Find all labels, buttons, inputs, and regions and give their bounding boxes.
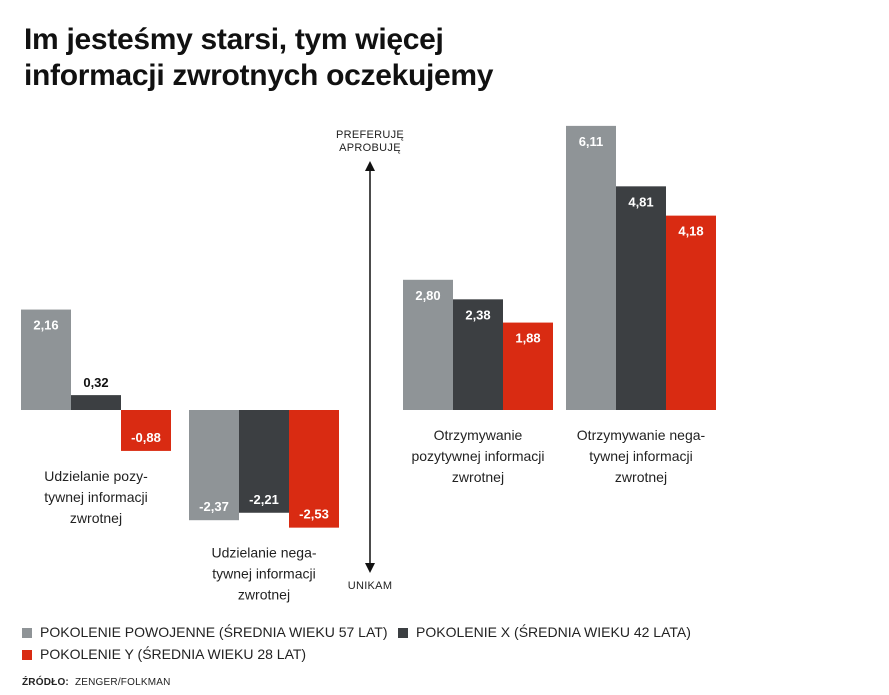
category-label-2-line-2: zwrotnej: [452, 469, 504, 485]
bar-c2-s1: [453, 299, 503, 410]
chart-title: Im jesteśmy starsi, tym więcej informacj…: [24, 22, 493, 94]
legend-item-0: POKOLENIE POWOJENNE (ŚREDNIA WIEKU 57 LA…: [22, 624, 387, 640]
category-labels-group: Udzielanie pozy-tywnej informacji zwrotne…: [44, 427, 705, 603]
bar-c0-s2: [121, 410, 171, 451]
bars-group: 2,16 0,32 -0,88 -2,37 -2,21 -2,53 2,80 2,38 1,88…: [21, 125, 716, 528]
value-label-c3-s1: 4,81: [628, 194, 653, 209]
value-label-c0-s1: 0,32: [83, 375, 108, 390]
bar-c1-s2: [289, 410, 339, 528]
legend-item-2: POKOLENIE Y (ŚREDNIA WIEKU 28 LAT): [22, 646, 306, 662]
category-label-3-line-0: Otrzymywanie nega-: [577, 427, 706, 443]
bar-c3-s2: [666, 215, 716, 410]
category-label-0-line-1: tywnej informacji: [44, 489, 147, 505]
legend-swatch-1: [398, 628, 408, 638]
axis-arrow-up-icon: [365, 161, 375, 171]
axis-bottom-label: UNIKAM: [348, 580, 393, 592]
value-label-c1-s2: -2,53: [299, 507, 329, 522]
title-line-2: informacji zwrotnych oczekujemy: [24, 59, 494, 92]
bar-c1-s1: [239, 410, 289, 513]
value-label-c3-s0: 6,11: [579, 134, 604, 149]
category-label-0-line-0: Udzielanie pozy-: [44, 468, 148, 484]
legend-label-1: POKOLENIE X (ŚREDNIA WIEKU 42 LATA): [416, 624, 691, 640]
title-line-1: Im jesteśmy starsi, tym więcej: [24, 23, 444, 56]
category-label-1-line-1: tywnej informacji: [212, 566, 315, 582]
axis-top-label-1: PREFERUJĘ: [336, 129, 404, 141]
legend-swatch-2: [22, 650, 32, 660]
category-label-0-line-2: zwrotnej: [70, 510, 122, 526]
value-label-c1-s0: -2,37: [199, 499, 229, 514]
bar-chart: 2,16 0,32 -0,88 -2,37 -2,21 -2,53 2,80 2,38 1,88…: [21, 125, 716, 603]
value-label-c1-s1: -2,21: [249, 492, 279, 507]
bar-c3-s1: [616, 186, 666, 410]
value-label-c0-s0: 2,16: [33, 318, 58, 333]
value-label-c0-s2: -0,88: [131, 430, 161, 445]
source-note: ŹRÓDŁO: ZENGER/FOLKMAN: [22, 677, 171, 688]
legend-label-2: POKOLENIE Y (ŚREDNIA WIEKU 28 LAT): [40, 646, 307, 662]
category-label-2-line-0: Otrzymywanie: [434, 427, 523, 443]
bar-c0-s0: [21, 309, 71, 410]
vertical-axis: PREFERUJĘ APROBUJĘ UNIKAM: [336, 129, 404, 592]
legend-label-0: POKOLENIE POWOJENNE (ŚREDNIA WIEKU 57 LA…: [40, 624, 388, 640]
category-label-2-line-1: pozytywnej informacji: [411, 448, 544, 464]
axis-arrow-down-icon: [365, 563, 375, 573]
bar-c2-s2: [503, 322, 553, 410]
category-label-3-line-1: tywnej informacji: [589, 448, 692, 464]
bar-c3-s0: [566, 125, 616, 410]
category-label-3-line-2: zwrotnej: [615, 469, 667, 485]
value-label-c2-s2: 1,88: [515, 331, 540, 346]
axis-top-label-2: APROBUJĘ: [339, 142, 401, 154]
value-label-c2-s0: 2,80: [415, 288, 440, 303]
bar-c2-s0: [403, 279, 453, 410]
legend-item-1: POKOLENIE X (ŚREDNIA WIEKU 42 LATA): [398, 624, 691, 640]
source-value: ZENGER/FOLKMAN: [74, 677, 171, 688]
value-label-c3-s2: 4,18: [678, 224, 703, 239]
bar-c1-s0: [189, 410, 239, 521]
source-label: ŹRÓDŁO:: [22, 677, 69, 688]
category-label-1-line-0: Udzielanie nega-: [211, 545, 316, 561]
bar-c0-s1: [71, 395, 121, 410]
category-label-1-line-2: zwrotnej: [238, 587, 290, 603]
legend-swatch-0: [22, 628, 32, 638]
value-label-c2-s1: 2,38: [465, 307, 490, 322]
